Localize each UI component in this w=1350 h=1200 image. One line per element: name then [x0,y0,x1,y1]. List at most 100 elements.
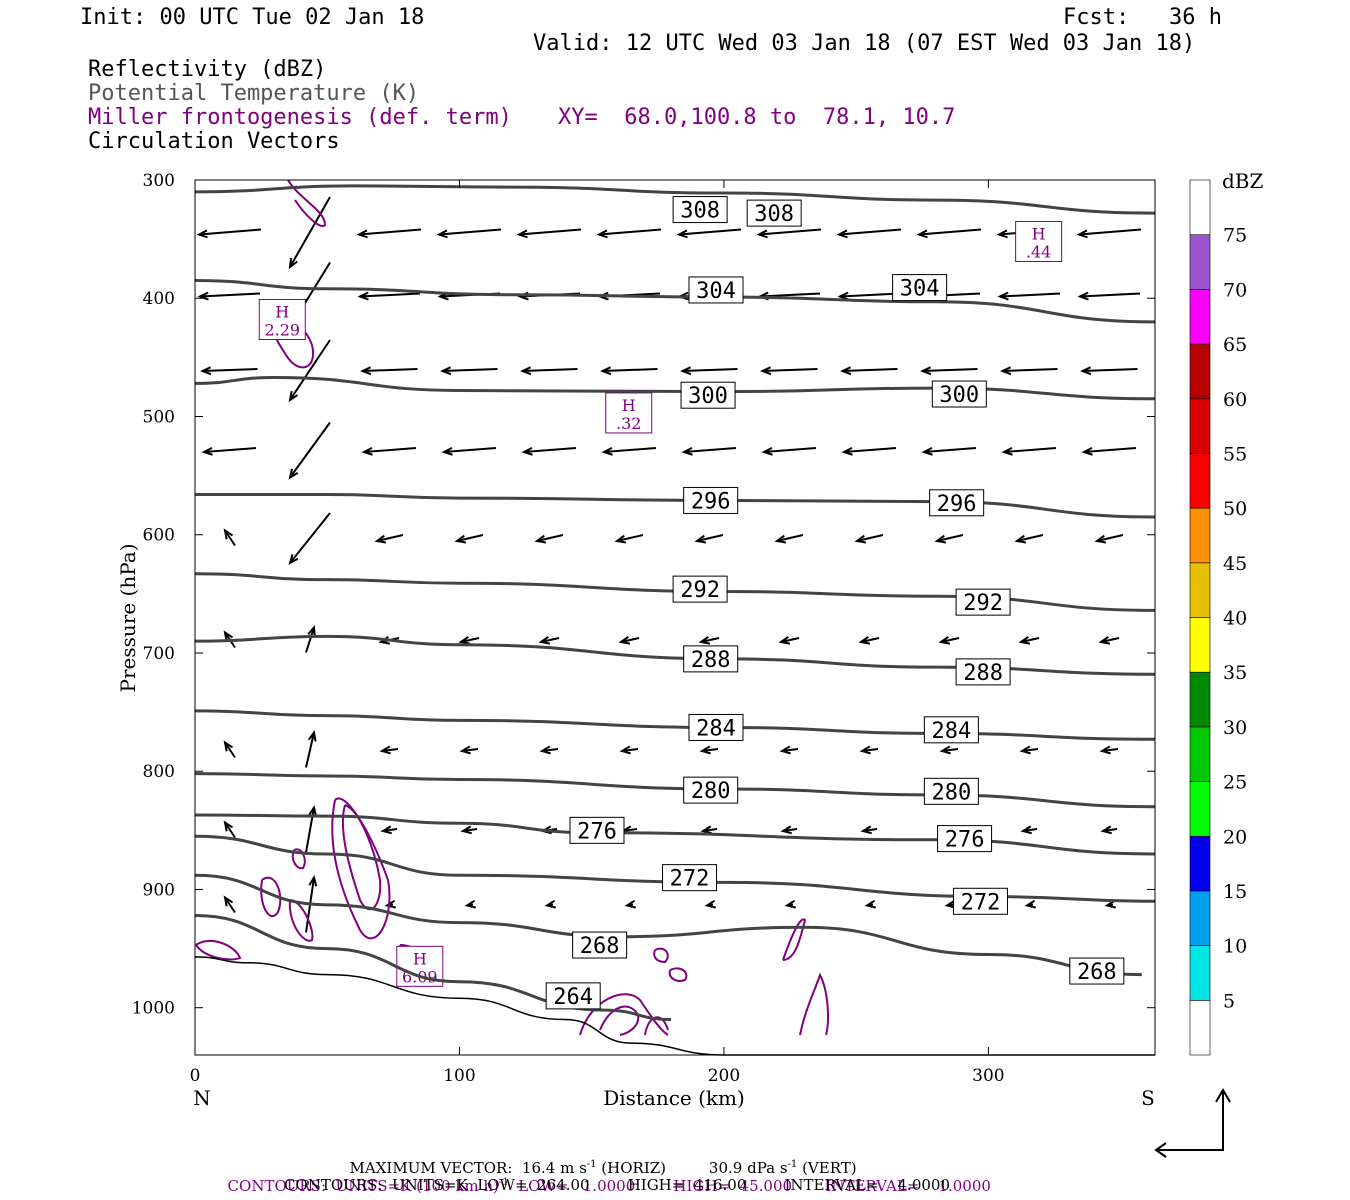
circulation-vector [516,228,582,239]
theta-label: 272 [670,867,710,892]
colorbar-swatch [1189,507,1211,564]
theta-label-box [952,887,1008,915]
circulation-vector [1094,534,1124,544]
theta-label: 292 [680,578,720,603]
theta-label-box [955,658,1011,686]
theta-label: 268 [580,934,620,959]
colorbar-swatch [1189,890,1211,946]
colorbar-swatch [1189,562,1211,618]
colorbar-swatch [1189,453,1211,509]
fronto-contour [291,848,306,870]
circulation-vectors [196,196,1142,933]
circulation-vector [361,446,417,456]
circulation-vector [916,228,982,239]
theta-label-box [683,776,739,804]
colorbar-level: 20 [1223,826,1247,848]
fronto-contour [653,947,669,964]
colorbar-swatch [1189,835,1211,892]
circulation-vector [223,528,236,547]
circulation-vector [860,825,878,835]
theta-label-box [672,196,728,224]
y-tick-label: 600 [143,526,175,546]
circulation-vector [944,899,956,909]
circulation-vector [854,534,884,544]
theta-label-box [1069,957,1125,985]
circulation-vector [704,899,716,909]
theta-contour-268 [194,873,1142,977]
colorbar-level: 25 [1223,772,1247,794]
circulation-vector [699,745,719,755]
field-reflectivity: Reflectivity (dBZ) [88,57,327,82]
circulation-vector [679,366,738,376]
theta-contours: 308 308 304 304 300 300 296 296 292 292 288 288 284 2… [194,184,1156,1022]
colorbar-level: 65 [1223,334,1247,356]
theta-label-box [923,716,979,744]
circulation-vector [1099,745,1119,755]
circulation-vector [759,366,818,376]
x-tick-label: 200 [708,1066,740,1086]
theta-contour-284 [194,709,1156,741]
x-tick-label: 0 [190,1066,201,1086]
fronto-contour [782,918,807,961]
circulation-vector [436,228,502,239]
theta-label: 272 [961,890,1001,915]
colorbar-swatch [1189,179,1211,235]
theta-label-box [545,982,601,1010]
colorbar-swatch [1189,343,1211,400]
circulation-vector [1014,534,1044,544]
circulation-vector [197,291,261,301]
valid-time: Valid: 12 UTC Wed 03 Jan 18 (07 EST Wed … [533,31,1196,56]
colorbar-level: 15 [1223,881,1247,903]
colorbar-swatch [1189,671,1211,728]
y-tick-label: 900 [143,880,175,900]
circulation-vector [356,228,422,239]
fronto-contour [260,876,282,917]
circulation-vector [359,366,418,376]
colorbar-swatch [1189,726,1211,782]
circulation-vector [223,895,236,914]
circulation-vector [858,635,880,645]
colorbar-swatch [1189,234,1211,290]
circulation-vector [778,635,800,645]
theta-label-box [929,489,985,517]
field-frontogenesis: Miller frontogenesis (def. term) [88,105,512,130]
colorbar-level: 50 [1223,498,1247,520]
theta-label-box [892,274,948,302]
circulation-vector [599,366,658,376]
colorbar-swatch [1189,289,1211,345]
circulation-vector [1079,366,1138,376]
theta-contour-note: CONTOURS: UNITS=K LOW= 264.00 HIGH= 416.… [284,1176,950,1194]
circulation-vector [756,228,822,239]
colorbar-level: 30 [1223,717,1247,739]
circulation-vector [780,825,798,835]
circulation-vector [779,745,799,755]
circulation-vector [199,366,258,376]
theta-label: 280 [931,780,971,805]
theta-label-box [683,486,739,514]
circulation-vector [859,745,879,755]
fronto-contour-note: CONTOURS: UNITS=K (100 km h)-1 LOW= 1.00… [227,1177,991,1195]
theta-label: 300 [939,383,979,408]
y-tick-label: 1000 [132,999,175,1019]
circulation-vector [1077,291,1141,301]
init-time: Init: 00 UTC Tue 02 Jan 18 [80,5,425,30]
theta-label-box [688,276,744,304]
circulation-vector [938,635,960,645]
circulation-vector [305,729,317,768]
circulation-vector [1001,446,1057,456]
colorbar-level: 10 [1223,936,1247,958]
circulation-vector [460,825,478,835]
theta-label-box [688,713,744,741]
theta-label: 296 [691,489,731,514]
colorbar-level: 60 [1223,389,1247,411]
circulation-vector [1098,635,1120,645]
colorbar-swatch [1189,1000,1211,1056]
circulation-vector [997,291,1061,301]
circulation-vector [919,366,978,376]
fronto-max-box [605,392,653,434]
circulation-vector [439,366,498,376]
north-end-label: N [193,1086,211,1110]
colorbar-level: 55 [1223,443,1247,465]
